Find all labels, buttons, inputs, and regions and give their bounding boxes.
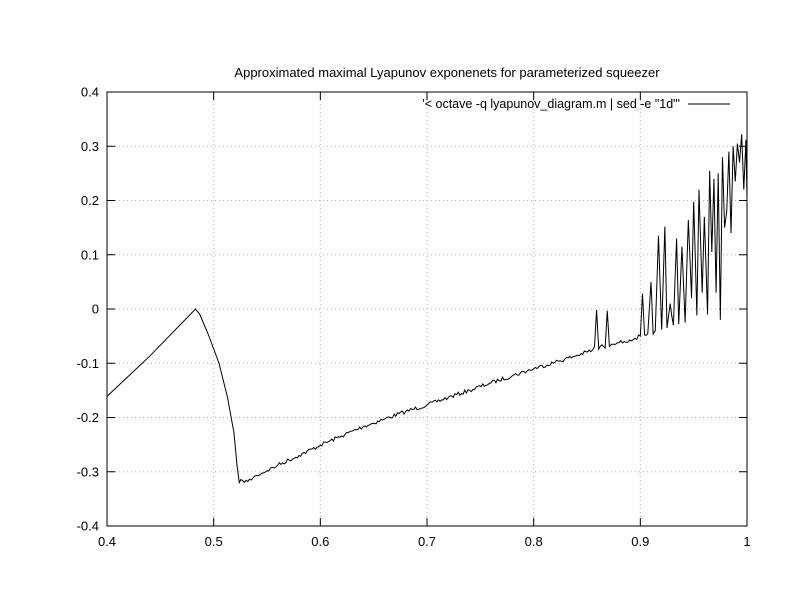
x-tick-label: 0.8 — [525, 534, 543, 549]
x-tick-label: 0.9 — [631, 534, 649, 549]
series-line — [106, 134, 748, 485]
y-tick-label: 0.2 — [81, 193, 99, 208]
x-tick-label: 0.5 — [205, 534, 223, 549]
tick-marks — [106, 91, 748, 527]
y-tick-label: -0.4 — [77, 519, 99, 534]
x-tick-label: 0.4 — [98, 534, 116, 549]
y-tick-label: -0.2 — [77, 410, 99, 425]
y-tick-label: 0 — [92, 302, 99, 317]
x-tick-label: 0.7 — [418, 534, 436, 549]
legend: '< octave -q lyapunov_diagram.m | sed -e… — [422, 97, 730, 111]
chart-title: Approximated maximal Lyapunov exponenets… — [234, 65, 660, 80]
x-tick-labels: 0.4 0.5 0.6 0.7 0.8 0.9 1 — [98, 534, 751, 549]
y-tick-label: 0.4 — [81, 85, 99, 100]
x-tick-label: 0.6 — [311, 534, 329, 549]
y-tick-label: 0.1 — [81, 247, 99, 262]
y-tick-labels: -0.4 -0.3 -0.2 -0.1 0 0.1 0.2 0.3 0.4 — [77, 85, 99, 534]
y-tick-label: -0.3 — [77, 464, 99, 479]
legend-label: '< octave -q lyapunov_diagram.m | sed -e… — [422, 97, 680, 111]
x-tick-label: 1 — [743, 534, 750, 549]
y-tick-label: -0.1 — [77, 356, 99, 371]
grid-lines — [107, 92, 747, 526]
y-tick-label: 0.3 — [81, 139, 99, 154]
